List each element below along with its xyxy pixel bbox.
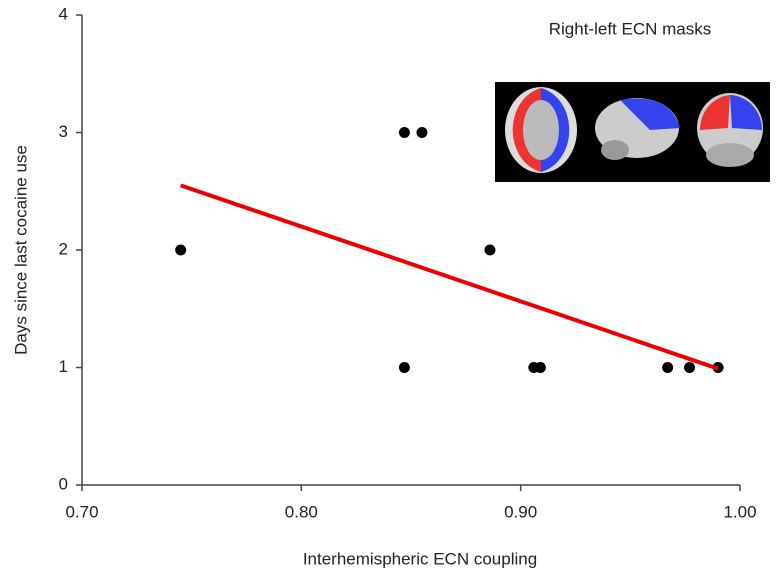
y-tick-label: 4 xyxy=(59,4,68,23)
x-tick-label: 0.70 xyxy=(65,502,98,521)
point xyxy=(535,362,546,373)
annotation: Right-left ECN masks xyxy=(549,19,711,38)
x-tick-label: 0.90 xyxy=(504,502,537,521)
point xyxy=(416,127,427,138)
x-axis-label: Interhemispheric ECN coupling xyxy=(303,549,537,568)
chart: Right-left ECN masks Interhemispheric EC… xyxy=(0,0,776,578)
x-tick-label: 1.00 xyxy=(723,502,756,521)
point xyxy=(662,362,673,373)
y-tick-label: 2 xyxy=(59,239,68,258)
inset-image xyxy=(495,82,770,182)
y-tick-label: 1 xyxy=(59,357,68,376)
trend-line xyxy=(181,185,718,368)
point xyxy=(399,127,410,138)
y-axis-label: Days since last cocaine use xyxy=(11,145,30,355)
point xyxy=(484,245,495,256)
x-tick-label: 0.80 xyxy=(285,502,318,521)
point xyxy=(399,362,410,373)
point xyxy=(175,245,186,256)
y-tick-label: 0 xyxy=(59,474,68,493)
y-tick-label: 3 xyxy=(59,122,68,141)
point xyxy=(684,362,695,373)
